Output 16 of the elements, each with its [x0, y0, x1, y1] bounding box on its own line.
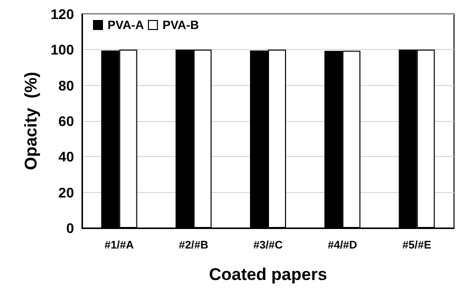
y-tick-label: 0 — [66, 220, 74, 236]
x-tick-label: #2/#B — [178, 240, 208, 252]
x-tick-label: #3/#C — [253, 240, 283, 252]
x-tick-label: #5/#E — [402, 240, 432, 252]
y-tick-label: 80 — [58, 77, 74, 94]
x-axis-title: Coated papers — [208, 265, 328, 284]
y-tick-label: 60 — [58, 113, 74, 129]
y-tick-label: 20 — [58, 184, 74, 200]
legend-label: PVA-A — [108, 18, 144, 32]
legend-label: PVA-B — [162, 18, 200, 32]
y-tick-label: 40 — [58, 148, 74, 165]
y-axis-title: Opacity (%) — [22, 72, 41, 170]
x-tick-label: #1/#A — [104, 240, 134, 252]
y-tick-label: 100 — [50, 42, 74, 58]
y-tick-label: 120 — [50, 6, 74, 22]
x-tick-label: #4/#D — [328, 240, 358, 252]
